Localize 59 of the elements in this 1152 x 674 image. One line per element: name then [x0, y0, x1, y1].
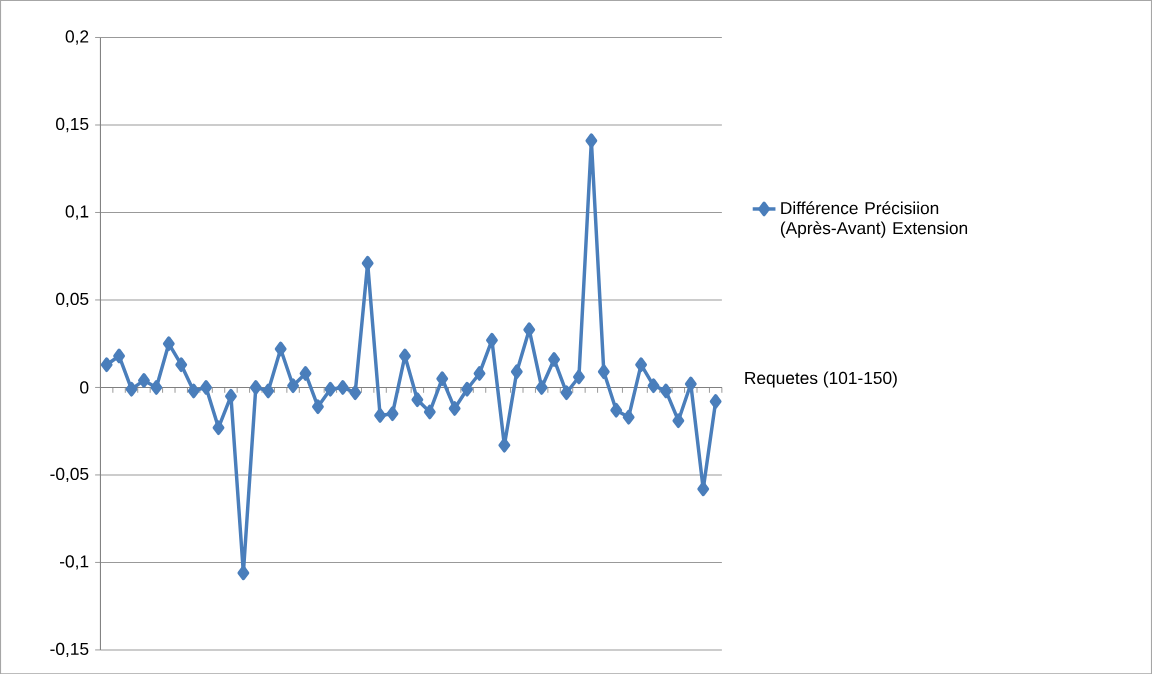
- point: [610, 402, 623, 418]
- point: [684, 376, 697, 392]
- x-axis-title: Requetes (101-150): [745, 371, 897, 388]
- point: [386, 406, 399, 421]
- point: [175, 357, 188, 372]
- y-tick-label: -0,1: [60, 555, 89, 570]
- point: [138, 372, 150, 388]
- point: [299, 365, 312, 381]
- point: [473, 365, 486, 381]
- point: [262, 383, 275, 399]
- point: [399, 348, 411, 364]
- point: [523, 322, 536, 337]
- point: [113, 348, 126, 364]
- point: [237, 565, 250, 581]
- y-tick-label: 0,05: [56, 292, 89, 307]
- point: [535, 379, 548, 395]
- point: [274, 341, 287, 357]
- point: [349, 385, 362, 400]
- point: [436, 371, 449, 386]
- point: [597, 364, 610, 379]
- point: [312, 399, 324, 414]
- y-tick-label: -0,15: [50, 642, 89, 657]
- point: [423, 404, 436, 420]
- point: [697, 481, 710, 497]
- point: [249, 379, 262, 395]
- point: [560, 385, 573, 400]
- y-tick-label: 0,15: [56, 117, 89, 132]
- point: [336, 379, 349, 395]
- point: [287, 378, 300, 393]
- point: [374, 407, 387, 423]
- point: [411, 392, 424, 407]
- y-tick-label: 0,1: [65, 205, 89, 220]
- point: [510, 364, 523, 379]
- point: [100, 357, 113, 372]
- point: [622, 409, 635, 425]
- y-tick-label: -0,05: [50, 467, 89, 482]
- point: [573, 369, 585, 385]
- point: [709, 393, 722, 409]
- point: [635, 357, 648, 372]
- point: [187, 383, 200, 399]
- point: [125, 381, 138, 397]
- point: [672, 413, 685, 428]
- y-tick-label: 0,2: [65, 30, 89, 45]
- point: [461, 381, 474, 397]
- point: [162, 336, 175, 351]
- y-tick-label: 0: [80, 381, 89, 394]
- point: [200, 379, 213, 395]
- point: [585, 133, 598, 148]
- point: [361, 255, 374, 271]
- point: [212, 420, 225, 435]
- point: [324, 381, 337, 397]
- point: [448, 400, 461, 416]
- legend-label: Différence Précisiion (Après-Avant) Extension: [780, 201, 968, 238]
- point: [225, 388, 237, 404]
- point: [486, 332, 498, 348]
- point: [660, 383, 672, 399]
- point: [150, 379, 163, 395]
- point: [647, 378, 660, 393]
- point: [548, 351, 561, 367]
